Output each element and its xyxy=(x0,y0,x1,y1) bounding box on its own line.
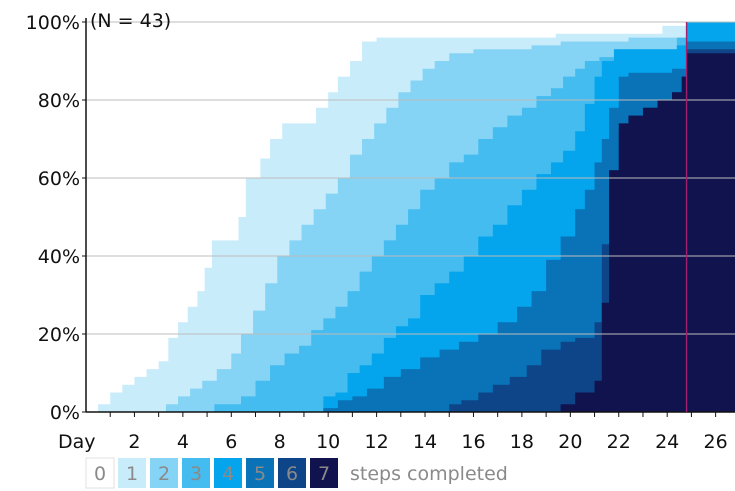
step-5-band xyxy=(86,41,735,412)
y-axis-ticks: 0% 20% 40% 60% 80% 100% xyxy=(26,12,86,424)
x-tick-label: 20 xyxy=(558,431,582,453)
y-tick-label: 100% xyxy=(26,12,80,34)
legend-label: 6 xyxy=(286,463,298,485)
x-tick-label: 26 xyxy=(704,431,728,453)
x-tick-label: 6 xyxy=(225,431,237,453)
legend-swatch xyxy=(118,458,146,488)
x-tick-label: 18 xyxy=(510,431,534,453)
step-7-band xyxy=(86,53,735,412)
legend-swatch xyxy=(85,457,115,489)
x-tick-label: 2 xyxy=(128,431,140,453)
y-tick-label: 20% xyxy=(38,324,80,346)
x-tick-label: 10 xyxy=(316,431,340,453)
x-tick-label: 12 xyxy=(365,431,389,453)
legend-suffix: steps completed xyxy=(350,463,508,485)
grid-lines xyxy=(86,21,735,335)
legend-label: 3 xyxy=(190,463,202,485)
legend-swatch xyxy=(278,458,306,488)
legend-swatch xyxy=(150,458,178,488)
x-tick-label: 4 xyxy=(177,431,189,453)
legend-label: 0 xyxy=(94,463,106,485)
legend: 0 1 2 3 4 5 6 7 steps completed xyxy=(85,457,508,489)
x-tick-label: 16 xyxy=(461,431,485,453)
legend-label: 7 xyxy=(318,463,330,485)
x-axis-ticks: 2 4 6 8 10 12 14 16 18 20 22 24 26 xyxy=(109,412,728,453)
sample-size-note: (N = 43) xyxy=(90,10,171,32)
legend-label: 5 xyxy=(254,463,266,485)
legend-swatch xyxy=(214,458,242,488)
legend-swatch xyxy=(182,458,210,488)
x-tick-label: 14 xyxy=(413,431,437,453)
legend-label: 4 xyxy=(222,463,234,485)
y-tick-label: 0% xyxy=(50,402,80,424)
x-tick-label: 24 xyxy=(655,431,679,453)
y-tick-label: 80% xyxy=(38,90,80,112)
y-tick-label: 40% xyxy=(38,246,80,268)
progress-bands xyxy=(86,22,735,413)
legend-swatch xyxy=(246,458,274,488)
axes xyxy=(85,18,735,413)
legend-swatch xyxy=(310,458,338,488)
x-axis-label: Day xyxy=(58,431,96,453)
legend-label: 1 xyxy=(126,463,138,485)
x-tick-label: 8 xyxy=(274,431,286,453)
legend-label: 2 xyxy=(158,463,170,485)
x-tick-label: 22 xyxy=(607,431,631,453)
y-tick-label: 60% xyxy=(38,168,80,190)
